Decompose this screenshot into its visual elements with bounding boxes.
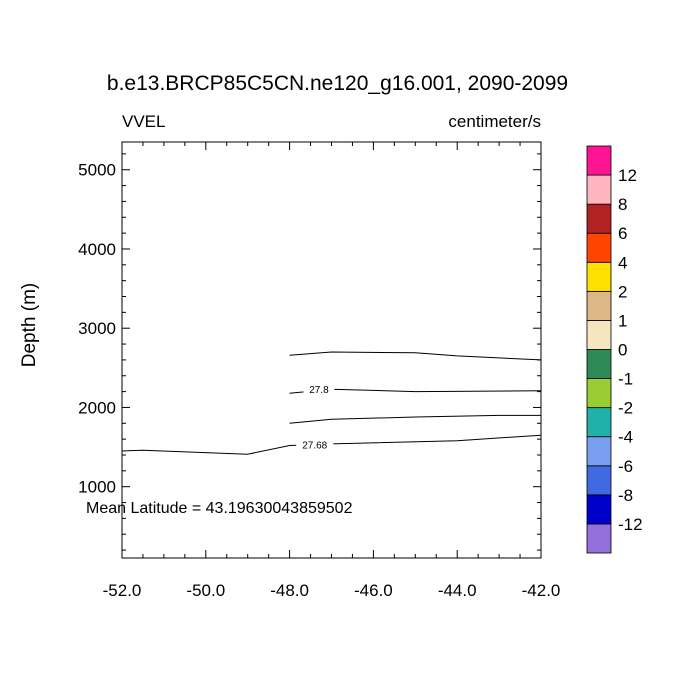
colorbar-label: -4 [618,428,633,447]
contour-label: 27.68 [302,441,327,452]
colorbar-swatch [586,436,612,467]
contour-label: 27.8 [309,385,329,396]
x-tick-label: -42.0 [522,581,561,600]
density-contours: 27.68 27.8 [121,351,542,455]
plot-background [122,142,541,558]
contour-line [121,434,542,455]
colorbar-label: -1 [618,370,633,389]
colorbar-label: 1 [618,311,627,330]
colorbar-label: -8 [618,486,633,505]
y-axis: 1000 2000 3000 4000 5000 [78,153,541,551]
x-tick-label: -44.0 [438,581,477,600]
colorbar-swatch [586,232,612,263]
units-label: centimeter/s [448,112,541,131]
colorbar-swatch [586,261,612,292]
colorbar-label: -2 [618,399,633,418]
colorbar-swatch [586,349,612,379]
colorbar-label: -6 [618,457,633,476]
x-tick-label: -50.0 [186,581,225,600]
colorbar-swatch [586,320,612,350]
x-tick-label: -46.0 [354,581,393,600]
y-tick-label: 4000 [78,240,116,259]
colorbar-swatch [586,203,612,234]
y-axis-label: Depth (m) [19,282,40,368]
colorbar-label: 0 [618,341,627,360]
contour-line [289,414,541,424]
x-tick-label: -52.0 [103,581,142,600]
y-tick-label: 1000 [78,478,116,497]
y-tick-label: 3000 [78,319,116,338]
contour-label-bg [303,382,335,396]
x-axis: -52.0 -50.0 -48.0 -46.0 -44.0 -42.0 [103,142,561,600]
contour-label-bg [296,437,334,451]
contour-line [289,351,542,361]
y-tick-label: 2000 [78,398,116,417]
colorbar-label: 2 [618,282,627,301]
colorbar-swatch [586,174,612,205]
colorbar-label: 12 [618,166,637,185]
colorbar-swatch [586,378,612,409]
variable-label: VVEL [122,112,166,131]
colorbar-swatch [586,407,612,438]
colorbar-label: 4 [618,253,627,272]
colorbar-swatch [586,494,612,525]
mean-latitude-annotation: Mean Latitude = 43.19630043859502 [86,500,353,517]
colorbar-swatch [586,523,612,554]
chart-title: b.e13.BRCP85C5CN.ne120_g16.001, 2090-209… [106,72,569,95]
colorbar-label: 6 [618,224,627,243]
colorbar-swatch [586,465,612,496]
heatmap-cells [122,142,541,558]
y-tick-label: 5000 [78,161,116,180]
colorbar-swatch [586,145,612,176]
colorbar-label: 8 [618,195,627,214]
colorbar-swatch [586,290,612,321]
colorbar-label: -12 [618,515,643,534]
x-tick-label: -48.0 [270,581,309,600]
